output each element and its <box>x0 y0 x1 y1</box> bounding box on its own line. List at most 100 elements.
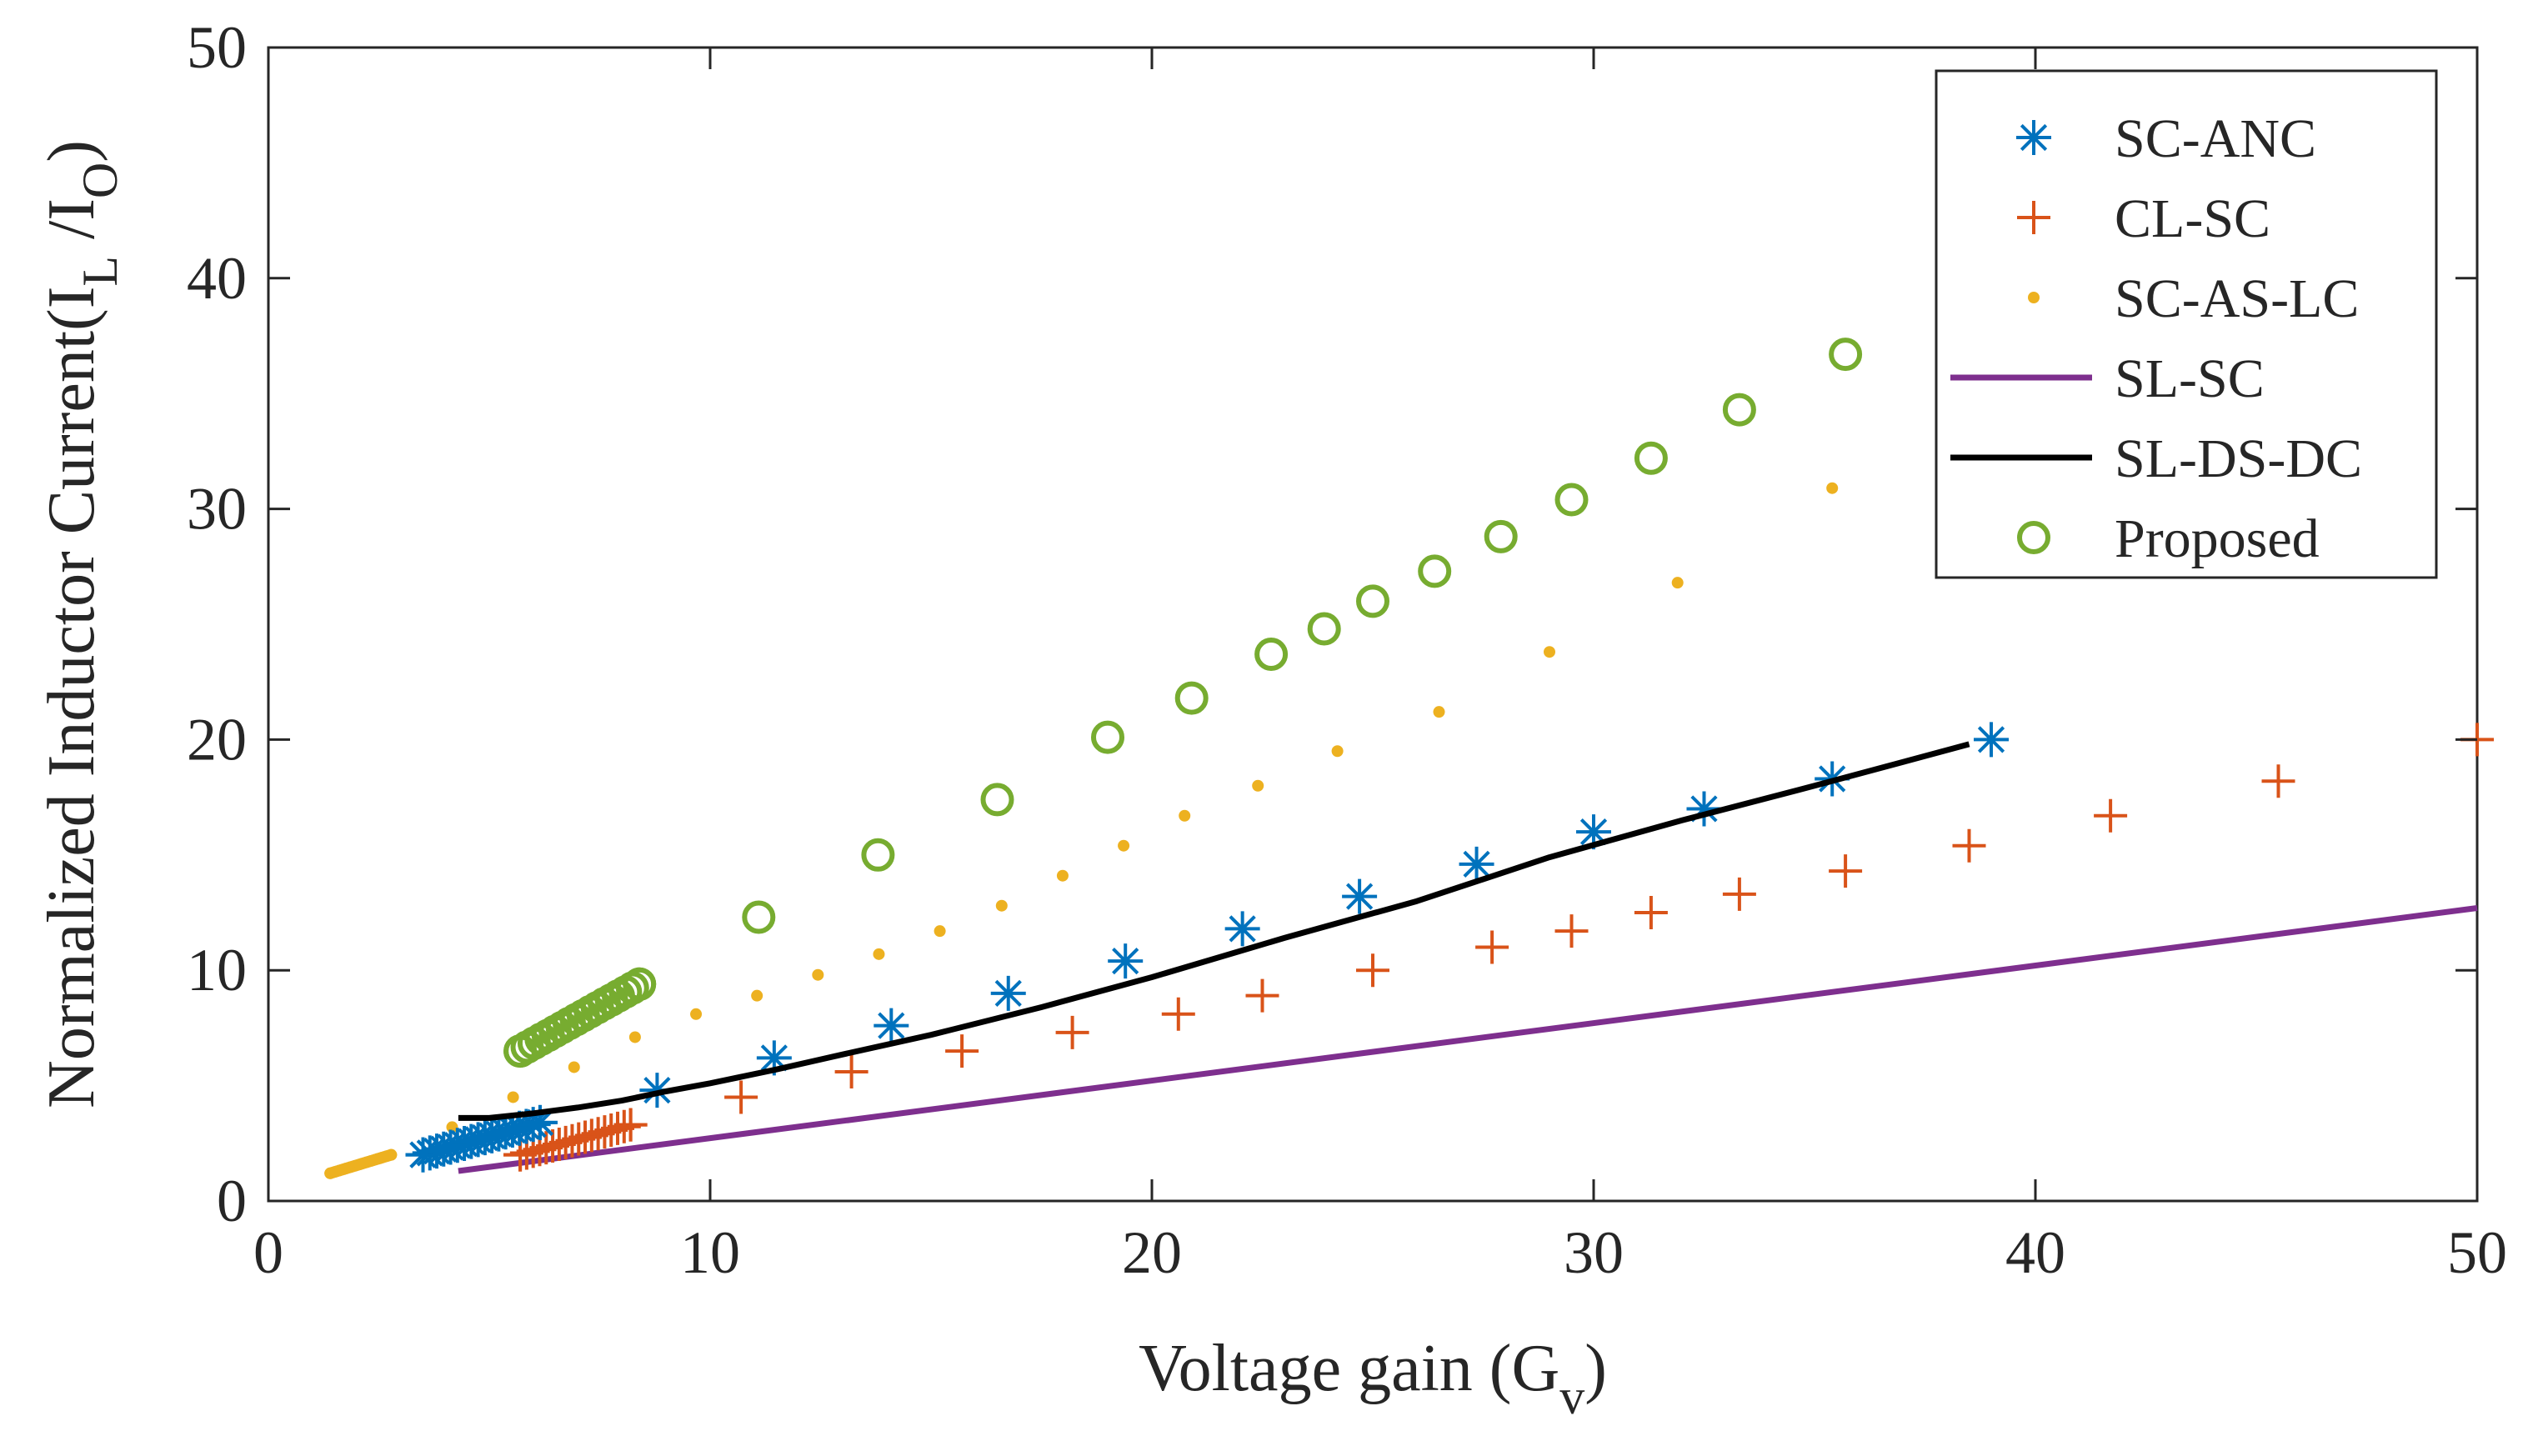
point-sc-as-lc-9 <box>873 948 885 960</box>
legend-item-sc-anc: SC-ANC <box>2016 108 2316 169</box>
point-cl-sc-dense-7 <box>548 1125 583 1159</box>
y-tick-label-0: 0 <box>217 1168 247 1234</box>
point-proposed-7 <box>1254 637 1289 671</box>
y-tick-label-2: 20 <box>187 706 247 773</box>
series-cl-sc <box>503 723 2494 1172</box>
point-sc-anc-dense-1 <box>412 1135 448 1171</box>
point-sc-as-lc-17 <box>1433 706 1445 718</box>
legend-label-sl-ds-dc: SL-DS-DC <box>2115 428 2362 489</box>
point-sc-anc-dense-4 <box>433 1129 468 1165</box>
point-sc-as-lc-4 <box>568 1061 580 1073</box>
point-sc-as-lc-1 <box>385 1148 398 1161</box>
point-sc-anc-1 <box>522 1104 558 1140</box>
point-cl-sc-dense-16 <box>607 1109 641 1143</box>
point-sc-anc-dense-9 <box>467 1120 503 1156</box>
point-cl-sc-2 <box>724 1080 758 1114</box>
point-proposed-15 <box>1829 338 1863 372</box>
x-axis-label: Voltage gain (Gv) <box>1139 1332 1607 1424</box>
point-sc-anc-dense-12 <box>488 1114 523 1150</box>
point-cl-sc-dense-13 <box>588 1115 622 1149</box>
point-cl-sc-7 <box>1245 978 1279 1013</box>
point-sc-anc-3 <box>756 1040 792 1076</box>
point-sc-as-lc-5 <box>628 1031 641 1043</box>
point-cl-sc-3 <box>834 1054 869 1088</box>
point-sc-anc-dense-8 <box>460 1122 496 1158</box>
point-sc-as-lc-20 <box>1826 482 1839 494</box>
point-sc-anc-dense-2 <box>419 1133 455 1169</box>
point-sc-as-lc-13 <box>1118 839 1130 852</box>
point-sc-anc-9 <box>1459 846 1494 882</box>
point-proposed-6 <box>1174 681 1209 715</box>
point-proposed-2 <box>742 900 776 934</box>
point-sc-anc-4 <box>874 1008 909 1043</box>
point-sc-anc-dense-11 <box>481 1116 517 1152</box>
y-tick-label-4: 40 <box>187 245 247 312</box>
point-proposed-14 <box>1722 393 1756 427</box>
point-sc-as-lc-6 <box>690 1008 703 1020</box>
point-sc-as-lc-8 <box>812 968 824 981</box>
point-proposed-12 <box>1554 483 1589 517</box>
point-cl-sc-6 <box>1161 997 1195 1031</box>
point-proposed-1 <box>623 967 657 1001</box>
legend-item-sl-ds-dc: SL-DS-DC <box>1950 428 2362 489</box>
point-sc-anc-2 <box>639 1073 675 1108</box>
point-sc-as-lc-7 <box>751 989 763 1002</box>
point-sc-as-lc-0 <box>324 1167 337 1179</box>
point-cl-sc-16 <box>2261 764 2295 798</box>
series-sl-ds-dc <box>458 741 1970 1121</box>
series-line-sl-ds-dc <box>458 741 1970 1121</box>
point-sc-as-lc-18 <box>1544 646 1555 658</box>
series-sc-as-lc <box>324 482 1839 1179</box>
point-cl-sc-1 <box>613 1108 648 1142</box>
point-sc-anc-dense-13 <box>494 1113 530 1148</box>
point-sc-anc-11 <box>1686 791 1722 827</box>
point-proposed-8 <box>1307 612 1341 646</box>
x-tick-label-2: 20 <box>1122 1219 1182 1286</box>
x-tick-label-3: 30 <box>1564 1219 1624 1286</box>
legend-swatch-cl-sc <box>2017 201 2050 234</box>
point-sc-as-lc-16 <box>1331 745 1344 758</box>
point-sc-as-lc-19 <box>1671 577 1684 589</box>
x-tick-label-1: 10 <box>680 1219 740 1286</box>
point-cl-sc-8 <box>1356 953 1389 988</box>
x-tick-label-0: 0 <box>253 1219 283 1286</box>
legend: SC-ANC CL-SC SC-AS-LC SL-SC SL-DS-DC Proposed <box>1935 69 2438 579</box>
x-tick-label-4: 40 <box>2005 1219 2065 1286</box>
point-cl-sc-13 <box>1829 854 1863 888</box>
point-cl-sc-11 <box>1634 896 1668 929</box>
point-proposed-9 <box>1356 584 1389 618</box>
point-cl-sc-10 <box>1554 914 1589 948</box>
point-sc-anc-dense-6 <box>447 1125 483 1161</box>
point-sc-anc-dense-14 <box>502 1110 538 1146</box>
plot-area <box>267 46 2479 1203</box>
series-sl-sc <box>458 905 2478 1174</box>
series-line-sl-sc <box>458 905 2478 1174</box>
point-sc-as-lc-14 <box>1179 809 1191 822</box>
point-cl-sc-5 <box>1055 1015 1089 1049</box>
point-proposed-10 <box>1418 554 1452 588</box>
point-sc-anc-dense-10 <box>474 1118 510 1153</box>
point-cl-sc-dense-4 <box>529 1131 563 1165</box>
plot-box <box>267 46 2479 1203</box>
point-cl-sc-dense-12 <box>581 1117 615 1151</box>
point-cl-sc-4 <box>945 1034 979 1068</box>
series-layer <box>324 338 2494 1179</box>
legend-label-sc-anc: SC-ANC <box>2115 108 2316 169</box>
legend-item-sc-as-lc: SC-AS-LC <box>2028 268 2359 329</box>
point-cl-sc-9 <box>1475 930 1509 964</box>
legend-label-cl-sc: CL-SC <box>2115 188 2270 249</box>
legend-item-cl-sc: CL-SC <box>2017 188 2270 249</box>
series-proposed <box>503 338 1863 1068</box>
point-cl-sc-dense-6 <box>542 1127 576 1161</box>
point-cl-sc-dense-9 <box>562 1122 596 1156</box>
legend-label-proposed: Proposed <box>2115 508 2320 569</box>
point-cl-sc-dense-14 <box>594 1113 628 1148</box>
point-sc-anc-8 <box>1342 878 1378 914</box>
legend-swatch-sc-as-lc <box>2028 292 2040 303</box>
point-proposed-11 <box>1484 519 1518 553</box>
point-proposed-0 <box>503 1034 538 1068</box>
point-proposed-13 <box>1634 441 1668 475</box>
point-sc-anc-5 <box>990 975 1026 1011</box>
